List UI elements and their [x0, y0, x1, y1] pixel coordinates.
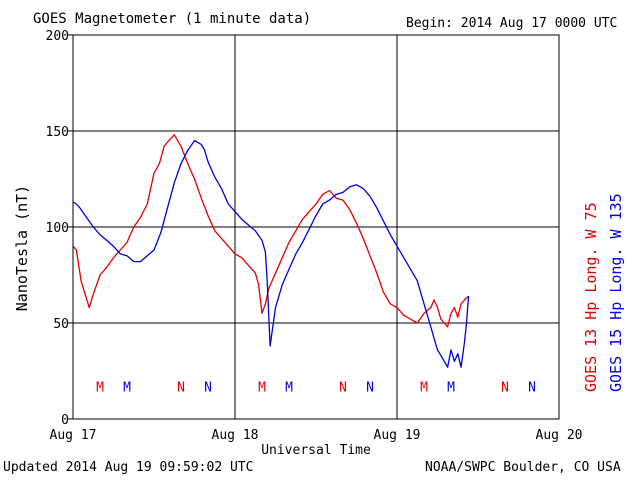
y-tick-label: 200 [46, 29, 69, 44]
chart-title: GOES Magnetometer (1 minute data) [33, 11, 312, 27]
x-tick-label: Aug 18 [212, 428, 259, 443]
begin-time-label: Begin: 2014 Aug 17 0000 UTC [406, 16, 618, 31]
x-tick-label: Aug 20 [536, 428, 583, 443]
noon-marker: N [177, 380, 185, 395]
y-tick-label: 150 [46, 125, 69, 140]
noon-marker: N [501, 380, 509, 395]
midnight-marker: M [123, 380, 131, 395]
noon-marker: N [339, 380, 347, 395]
grid [68, 34, 559, 420]
noon-marker: N [528, 380, 536, 395]
legend-goes15: GOES 15 Hp Long. W 135 [607, 193, 625, 392]
plot-frame [72, 34, 560, 420]
y-tick-label: 50 [53, 317, 69, 332]
midnight-marker: M [258, 380, 266, 395]
updated-timestamp: Updated 2014 Aug 19 09:59:02 UTC [3, 460, 254, 475]
y-tick-label: 0 [61, 413, 69, 428]
x-axis-label: Universal Time [261, 443, 371, 458]
midnight-marker: M [285, 380, 293, 395]
legend-goes13: GOES 13 Hp Long. W 75 [582, 202, 600, 392]
x-tick-label: Aug 17 [50, 428, 97, 443]
midnight-marker: M [447, 380, 455, 395]
tick-labels: 0 50 100 150 200 Aug 17 Aug 18 Aug 19 Aug 20 [46, 29, 583, 443]
goes15-series-line [72, 139, 470, 368]
y-tick-label: 100 [46, 221, 69, 236]
series-lines [72, 134, 470, 368]
midnight-marker: M [96, 380, 104, 395]
credit-label: NOAA/SWPC Boulder, CO USA [425, 460, 621, 475]
goes13-series-line [72, 134, 470, 328]
y-axis-label: NanoTesla (nT) [13, 185, 31, 311]
midnight-marker: M [420, 380, 428, 395]
x-tick-label: Aug 19 [374, 428, 421, 443]
noon-marker: N [366, 380, 374, 395]
noon-marker: N [204, 380, 212, 395]
